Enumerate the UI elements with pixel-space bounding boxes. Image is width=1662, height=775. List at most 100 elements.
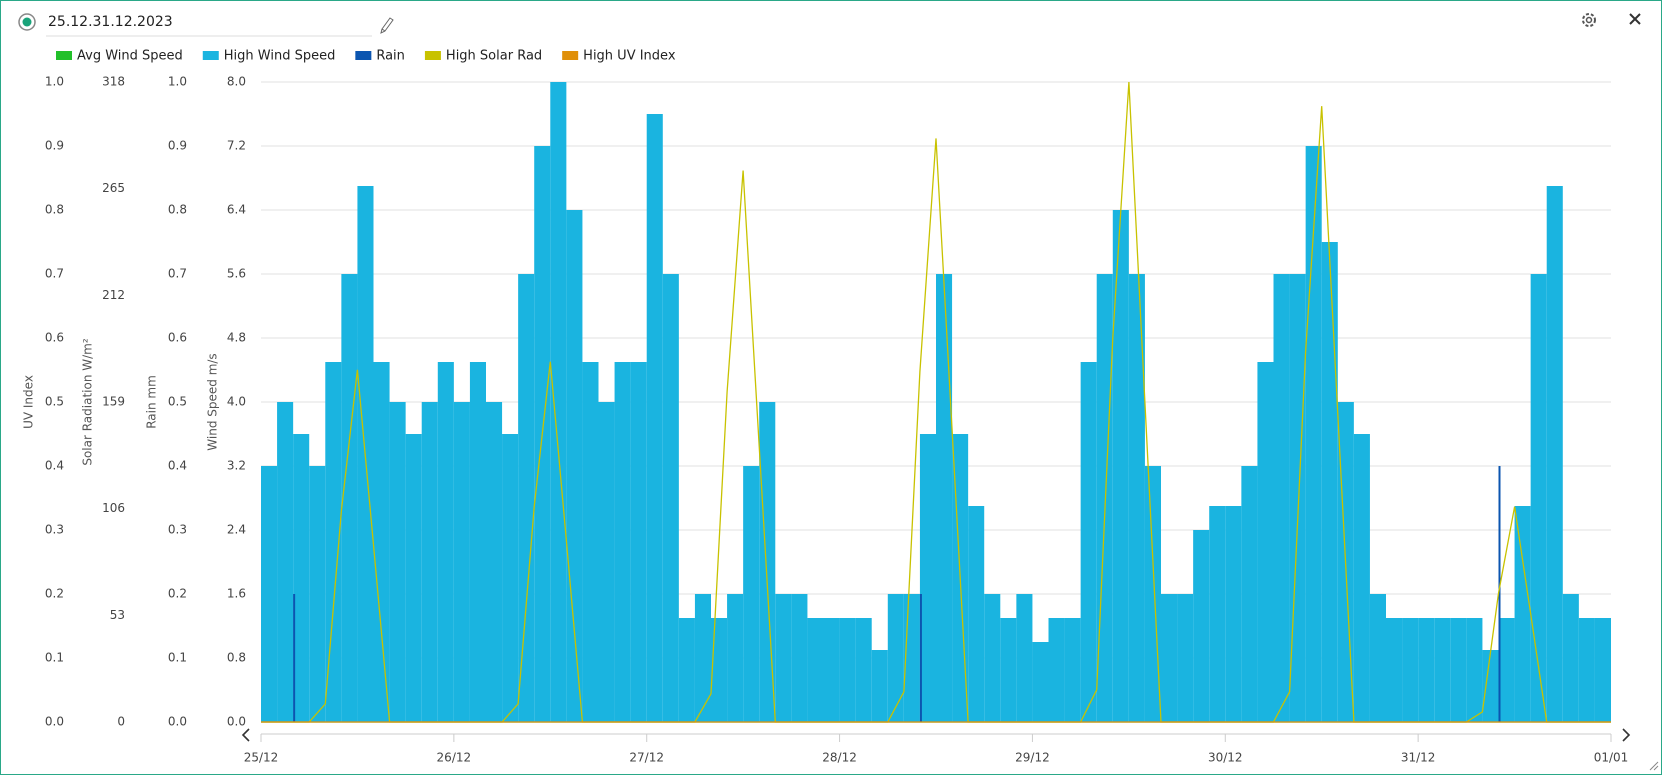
y-tick-label: 4.0 (227, 395, 246, 409)
y-tick-label: 0.0 (45, 715, 64, 729)
bar (1128, 274, 1145, 722)
bar (453, 402, 470, 722)
y-tick-label: 0.9 (45, 139, 64, 153)
y-tick-label: 53 (110, 608, 125, 622)
bar (405, 434, 422, 722)
x-tick-label: 27/12 (629, 751, 664, 765)
y-tick-label: 0.4 (168, 459, 187, 473)
y-tick-label: 106 (102, 501, 125, 515)
bar (518, 274, 535, 722)
legend-swatch[interactable] (424, 51, 441, 60)
legend-label[interactable]: High UV Index (583, 49, 676, 64)
y-tick-label: 318 (102, 75, 125, 89)
bar (743, 466, 760, 722)
bar (968, 506, 985, 722)
bar (646, 114, 663, 722)
axis-title: Solar Radiation W/m² (81, 338, 95, 466)
bar (261, 466, 278, 722)
bar (727, 594, 744, 722)
bar (1514, 506, 1531, 722)
bar (1273, 274, 1290, 722)
x-tick-label: 25/12 (244, 751, 279, 765)
bar (919, 594, 922, 722)
radio-dot (22, 17, 32, 27)
legend-label[interactable]: High Solar Rad (446, 49, 542, 64)
x-tick-label: 31/12 (1401, 751, 1436, 765)
close-icon[interactable] (1629, 13, 1641, 25)
legend-swatch[interactable] (562, 51, 579, 60)
x-tick-label: 28/12 (822, 751, 857, 765)
y-tick-label: 0.2 (168, 587, 187, 601)
legend-label[interactable]: Rain (376, 49, 405, 64)
bar (1177, 594, 1194, 722)
bar (277, 402, 294, 722)
bar (887, 594, 904, 722)
y-tick-label: 0.3 (168, 523, 187, 537)
x-tick-label: 01/01 (1594, 751, 1629, 765)
y-tick-label: 0.7 (45, 267, 64, 281)
legend-label[interactable]: Avg Wind Speed (77, 49, 183, 64)
bar (1112, 210, 1129, 722)
bar (1434, 618, 1451, 722)
bar (309, 466, 326, 722)
bar (791, 594, 808, 722)
bar (437, 362, 454, 722)
bar (1546, 186, 1563, 722)
y-tick-label: 0.1 (168, 651, 187, 665)
bar (1064, 618, 1081, 722)
bar (903, 594, 920, 722)
gear-hub (1585, 16, 1593, 24)
y-tick-label: 2.4 (227, 523, 246, 537)
bar (325, 362, 342, 722)
bar (1161, 594, 1178, 722)
legend-label[interactable]: High Wind Speed (224, 49, 336, 64)
bar (293, 594, 296, 722)
bar (823, 618, 840, 722)
y-tick-label: 265 (102, 181, 125, 195)
legend-swatch[interactable] (56, 51, 72, 60)
bar (1482, 650, 1499, 722)
y-tick-label: 1.6 (227, 587, 246, 601)
bar (341, 274, 358, 722)
bar (1353, 434, 1370, 722)
bar (1386, 618, 1403, 722)
legend-swatch[interactable] (355, 51, 372, 60)
legend-swatch[interactable] (202, 51, 219, 60)
bar (598, 402, 615, 722)
y-tick-label: 8.0 (227, 75, 246, 89)
bar (1225, 506, 1242, 722)
y-tick-label: 0.9 (168, 139, 187, 153)
edit-icon[interactable] (380, 17, 394, 34)
y-tick-label: 0.7 (168, 267, 187, 281)
scroll-right[interactable] (1622, 728, 1631, 742)
bar (614, 362, 631, 722)
y-tick-label: 5.6 (227, 267, 246, 281)
bar (839, 618, 856, 722)
bar (984, 594, 1001, 722)
bar (389, 402, 406, 722)
bar (1016, 594, 1033, 722)
chart-title[interactable]: 25.12.31.12.2023 (48, 14, 173, 30)
bar (373, 362, 390, 722)
bar (936, 274, 953, 722)
bar (1450, 618, 1467, 722)
bar (855, 618, 872, 722)
x-tick-label: 26/12 (437, 751, 472, 765)
bar (1241, 466, 1258, 722)
y-tick-label: 6.4 (227, 203, 246, 217)
x-tick-label: 29/12 (1015, 751, 1050, 765)
y-tick-label: 0.8 (45, 203, 64, 217)
bar (293, 434, 310, 722)
scroll-left[interactable] (241, 728, 250, 742)
bar (1000, 618, 1017, 722)
y-tick-label: 0.4 (45, 459, 64, 473)
bar (1080, 362, 1097, 722)
y-tick-label: 0 (117, 715, 125, 729)
bar (1418, 618, 1435, 722)
radio[interactable] (18, 13, 36, 31)
gear (1582, 13, 1596, 27)
plot: UV Index 0.0 0.1 0.2 0.3 0.4 0.5 0.6 0.7 0.8 0.9 1.… (22, 75, 1659, 771)
bar (1402, 618, 1419, 722)
bar (566, 210, 583, 722)
settings-icon[interactable] (1582, 13, 1596, 27)
